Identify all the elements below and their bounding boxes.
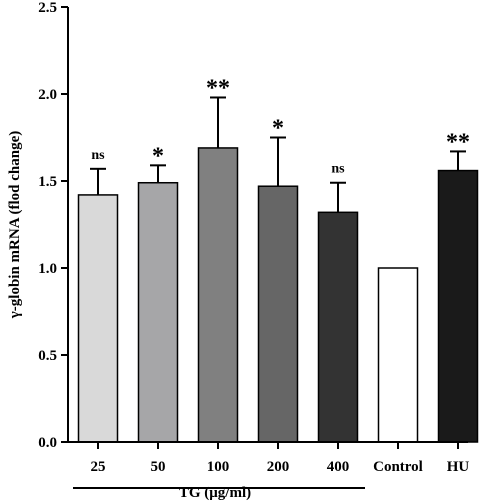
y-tick-label: 0.5 [38,348,57,364]
significance-label: * [272,116,284,142]
x-axis-ticks: 25 50 100 200 400 Control HU [91,442,470,475]
y-tick-label: 1.0 [38,261,57,277]
significance-label: ns [331,162,345,177]
x-tick-label: 400 [327,459,350,475]
bar-25 [77,194,119,443]
x-tick-label: 100 [207,459,230,475]
x-tick-label: 25 [91,459,106,475]
x-axis-label: TG (μg/ml) [179,485,251,501]
bar-control [377,267,419,443]
bars [77,147,479,443]
bar-50 [137,181,179,443]
significance-labels: ns ****ns** [91,75,470,176]
significance-label: ns [91,148,105,163]
significance-label: ** [446,129,470,155]
y-tick-label: 2.0 [38,87,57,103]
x-tick-label: 50 [151,459,166,475]
bar-200 [257,185,299,443]
y-tick-label: 0.0 [38,435,57,451]
y-tick-label: 2.5 [38,0,57,16]
x-tick-label: HU [447,459,470,475]
error-bars [90,96,466,213]
bar-400 [317,211,359,443]
bar-hu [437,169,479,443]
bar-100 [197,147,239,443]
x-tick-label: Control [373,459,423,475]
y-tick-label: 1.5 [38,174,57,190]
x-tick-label: 200 [267,459,290,475]
significance-label: * [152,143,164,169]
significance-label: ** [206,75,230,101]
y-axis-ticks: 0.0 0.5 1.0 1.5 2.0 2.5 [38,0,68,451]
y-axis-label: γ-globin mRNA (flod change) [7,131,23,319]
